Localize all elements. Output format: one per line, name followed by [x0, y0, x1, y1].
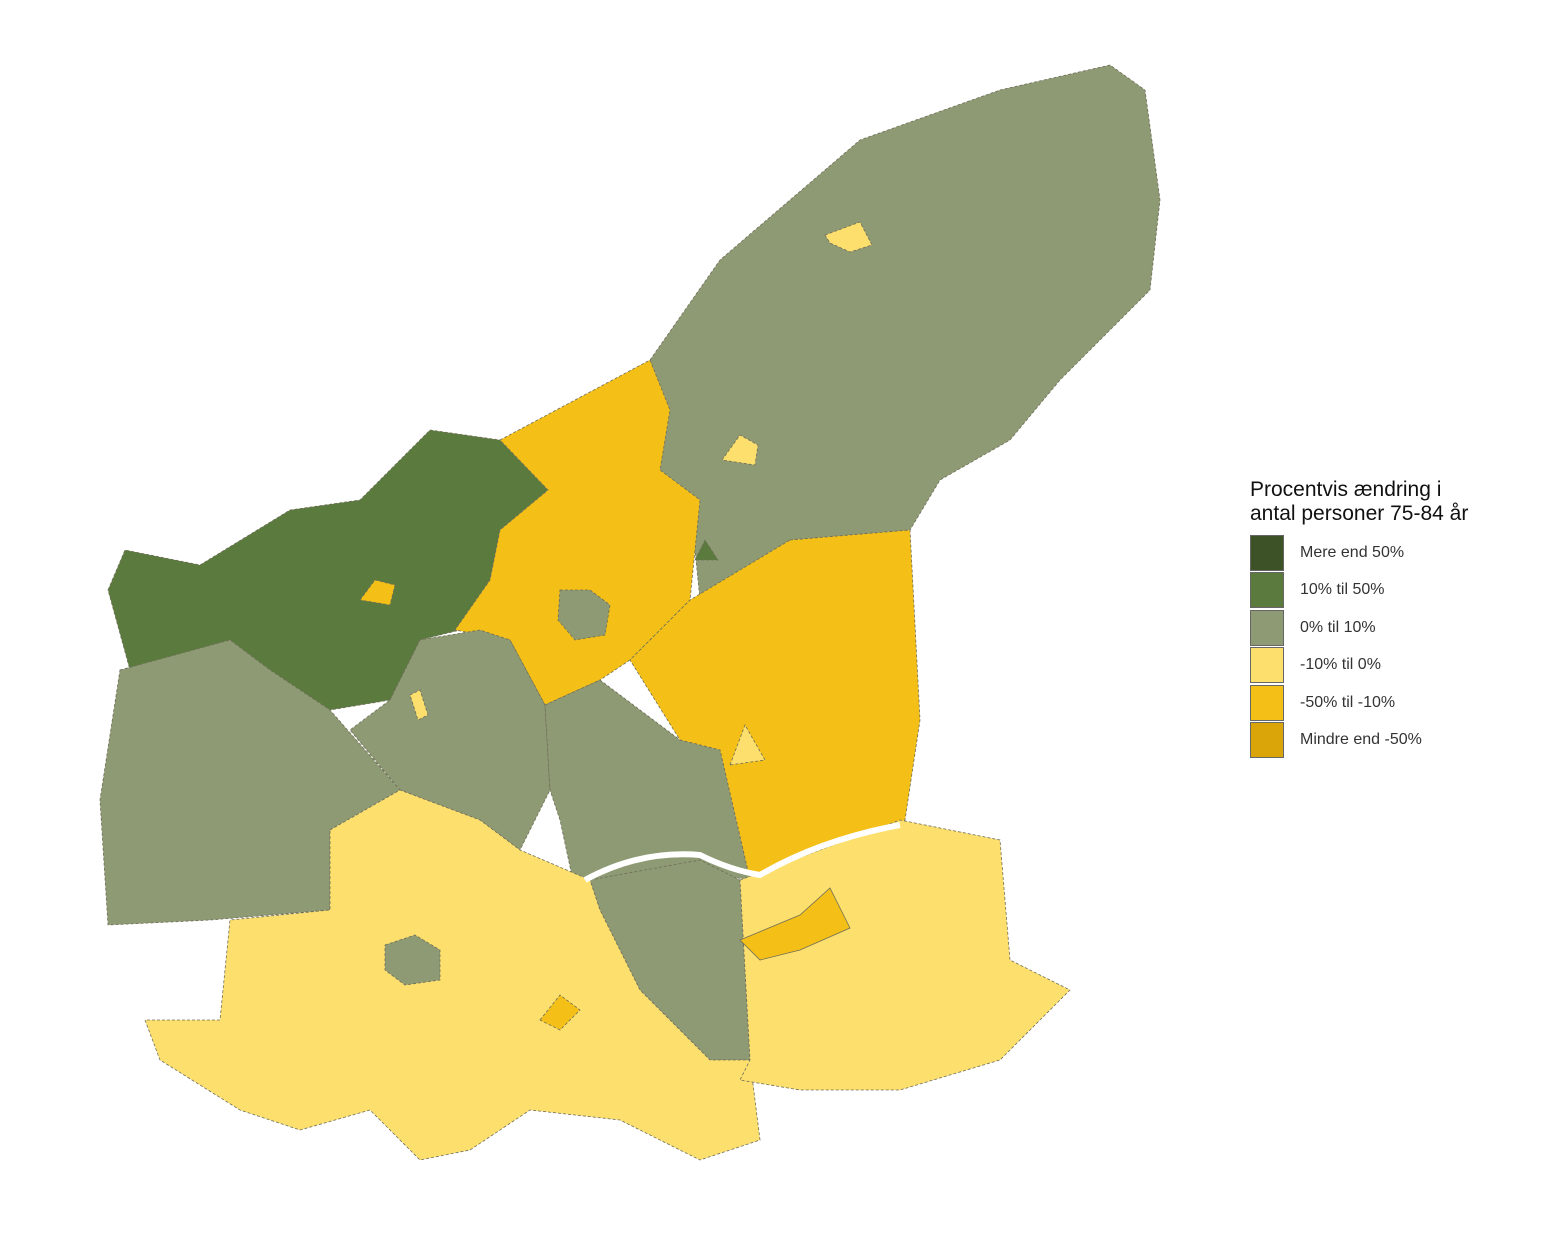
- legend-title: Procentvis ændring i antal personer 75-8…: [1250, 478, 1468, 526]
- map-region: [384, 934, 441, 986]
- map-region: [721, 434, 759, 466]
- legend-title-line-2: antal personer 75-84 år: [1250, 502, 1469, 525]
- legend-swatch: [1250, 684, 1284, 721]
- map-region: [649, 64, 1161, 601]
- map-region: [144, 789, 761, 1161]
- river: [583, 822, 901, 883]
- legend-title-line-1: Procentvis ændring i: [1250, 478, 1442, 501]
- legend-swatch: [1250, 534, 1284, 571]
- legend-swatch: [1250, 572, 1284, 609]
- legend-swatch: [1250, 722, 1284, 759]
- map-region: [824, 221, 873, 253]
- map-region: [557, 589, 611, 641]
- legend-label: 0% til 10%: [1300, 618, 1376, 636]
- map-region: [99, 639, 401, 926]
- map-region: [359, 579, 396, 606]
- legend-item: Mindre end -50%: [1250, 722, 1468, 760]
- legend-label: -50% til -10%: [1300, 693, 1396, 711]
- map-region: [539, 994, 581, 1031]
- legend-label: Mindre end -50%: [1300, 731, 1422, 749]
- map-region: [629, 529, 921, 881]
- map-region: [349, 629, 551, 851]
- map-region: [409, 689, 429, 721]
- legend-label: 10% til 50%: [1300, 581, 1385, 599]
- map-region: [729, 724, 766, 766]
- legend-item: 10% til 50%: [1250, 572, 1468, 610]
- legend-item: -10% til 0%: [1250, 647, 1468, 685]
- legend: Procentvis ændring i antal personer 75-8…: [1250, 478, 1468, 759]
- legend-swatch: [1250, 609, 1284, 646]
- legend-label: Mere end 50%: [1300, 543, 1405, 561]
- legend-item: -50% til -10%: [1250, 684, 1468, 722]
- legend-item: 0% til 10%: [1250, 609, 1468, 647]
- map-region: [739, 819, 1071, 1091]
- map-region: [694, 539, 719, 561]
- legend-item: Mere end 50%: [1250, 534, 1468, 572]
- legend-label: -10% til 0%: [1300, 656, 1381, 674]
- legend-swatch: [1250, 647, 1284, 684]
- map-region: [739, 887, 851, 961]
